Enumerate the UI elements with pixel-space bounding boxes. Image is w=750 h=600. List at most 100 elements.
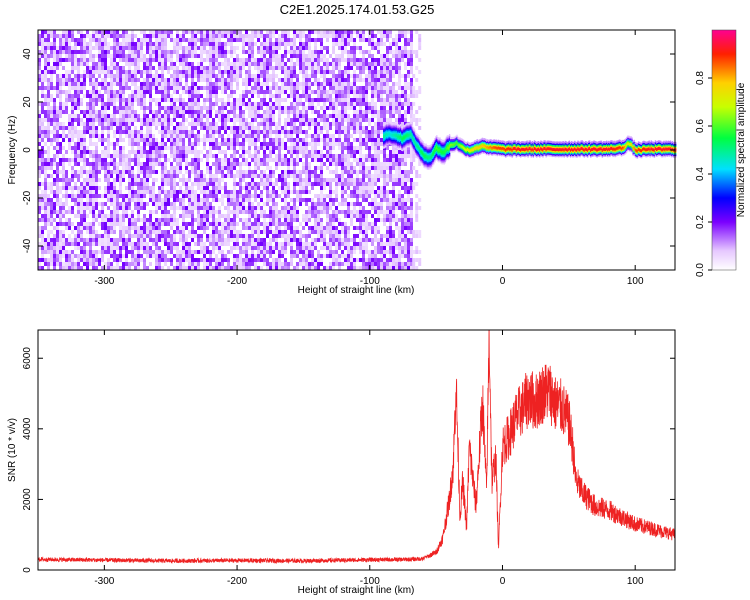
heatmap-cell xyxy=(221,226,224,230)
heatmap-cell xyxy=(128,142,131,146)
heatmap-cell xyxy=(182,50,185,54)
heatmap-cell xyxy=(236,162,239,166)
heatmap-cell xyxy=(254,182,257,186)
heatmap-cell xyxy=(86,70,89,74)
heatmap-cell xyxy=(41,50,44,54)
heatmap-cell xyxy=(161,134,164,138)
heatmap-cell xyxy=(137,46,140,50)
heatmap-cell xyxy=(59,234,62,238)
heatmap-cell xyxy=(272,246,275,250)
heatmap-cell xyxy=(83,50,86,54)
heatmap-cell xyxy=(140,162,143,166)
heatmap-cell xyxy=(107,166,110,170)
heatmap-cell xyxy=(221,142,224,146)
heatmap-cell xyxy=(239,266,242,270)
heatmap-cell xyxy=(239,94,242,98)
heatmap-cell xyxy=(50,186,53,190)
heatmap-cell xyxy=(107,70,110,74)
heatmap-cell xyxy=(140,258,143,262)
heatmap-cell xyxy=(242,250,245,254)
heatmap-cell xyxy=(335,254,338,258)
heatmap-cell xyxy=(215,50,218,54)
heatmap-cell xyxy=(41,122,44,126)
heatmap-cell xyxy=(320,90,323,94)
heatmap-cell xyxy=(164,94,167,98)
heatmap-cell xyxy=(170,78,173,82)
heatmap-cell xyxy=(59,210,62,214)
heatmap-cell xyxy=(326,78,329,82)
heatmap-cell xyxy=(227,50,230,54)
heatmap-cell xyxy=(128,42,131,46)
heatmap-cell xyxy=(134,158,137,162)
heatmap-cell xyxy=(95,266,98,270)
heatmap-cell xyxy=(125,238,128,242)
heatmap-cell xyxy=(284,194,287,198)
heatmap-cell xyxy=(296,254,299,258)
heatmap-cell xyxy=(218,86,221,90)
heatmap-cell xyxy=(176,54,179,58)
heatmap-cell xyxy=(218,126,221,130)
heatmap-cell xyxy=(284,134,287,138)
heatmap-cell xyxy=(161,46,164,50)
heatmap-cell xyxy=(128,250,131,254)
heatmap-cell xyxy=(326,246,329,250)
heatmap-cell xyxy=(65,198,68,202)
heatmap-cell xyxy=(206,34,209,38)
heatmap-cell xyxy=(344,94,347,98)
heatmap-cell xyxy=(101,246,104,250)
heatmap-cell xyxy=(266,78,269,82)
heatmap-cell xyxy=(143,42,146,46)
heatmap-cell xyxy=(68,258,71,262)
heatmap-cell xyxy=(314,54,317,58)
heatmap-cell xyxy=(80,194,83,198)
heatmap-cell xyxy=(104,126,107,130)
heatmap-cell xyxy=(299,98,302,102)
heatmap-cell xyxy=(248,46,251,50)
heatmap-cell xyxy=(290,222,293,226)
heatmap-cell xyxy=(209,134,212,138)
heatmap-cell xyxy=(248,246,251,250)
heatmap-cell xyxy=(317,198,320,202)
heatmap-cell xyxy=(230,170,233,174)
heatmap-cell xyxy=(92,242,95,246)
heatmap-cell xyxy=(131,102,134,106)
heatmap-cell xyxy=(284,82,287,86)
heatmap-cell xyxy=(266,222,269,226)
heatmap-cell xyxy=(191,230,194,234)
heatmap-cell xyxy=(197,106,200,110)
heatmap-cell xyxy=(227,258,230,262)
heatmap-cell xyxy=(197,86,200,90)
heatmap-cell xyxy=(272,138,275,142)
heatmap-cell xyxy=(59,58,62,62)
heatmap-cell xyxy=(317,238,320,242)
heatmap-cell xyxy=(323,102,326,106)
heatmap-cell xyxy=(341,226,344,230)
heatmap-cell xyxy=(194,66,197,70)
heatmap-cell xyxy=(140,206,143,210)
heatmap-cell xyxy=(137,226,140,230)
heatmap-cell xyxy=(347,66,350,70)
heatmap-cell xyxy=(131,246,134,250)
heatmap-cell xyxy=(122,98,125,102)
heatmap-cell xyxy=(68,142,71,146)
heatmap-cell xyxy=(173,238,176,242)
heatmap-cell xyxy=(158,234,161,238)
heatmap-cell xyxy=(140,54,143,58)
heatmap-cell xyxy=(158,158,161,162)
heatmap-cell xyxy=(302,110,305,114)
heatmap-cell xyxy=(326,62,329,66)
heatmap-cell xyxy=(341,262,344,266)
heatmap-cell xyxy=(266,102,269,106)
heatmap-cell xyxy=(296,30,299,34)
heatmap-cell xyxy=(203,74,206,78)
heatmap-cell xyxy=(89,222,92,226)
heatmap-cell xyxy=(323,238,326,242)
heatmap-cell xyxy=(305,170,308,174)
heatmap-cell xyxy=(233,106,236,110)
heatmap-cell xyxy=(152,186,155,190)
heatmap-cell xyxy=(176,58,179,62)
heatmap-cell xyxy=(203,218,206,222)
heatmap-cell xyxy=(146,38,149,42)
heatmap-cell xyxy=(197,138,200,142)
heatmap-cell xyxy=(98,122,101,126)
